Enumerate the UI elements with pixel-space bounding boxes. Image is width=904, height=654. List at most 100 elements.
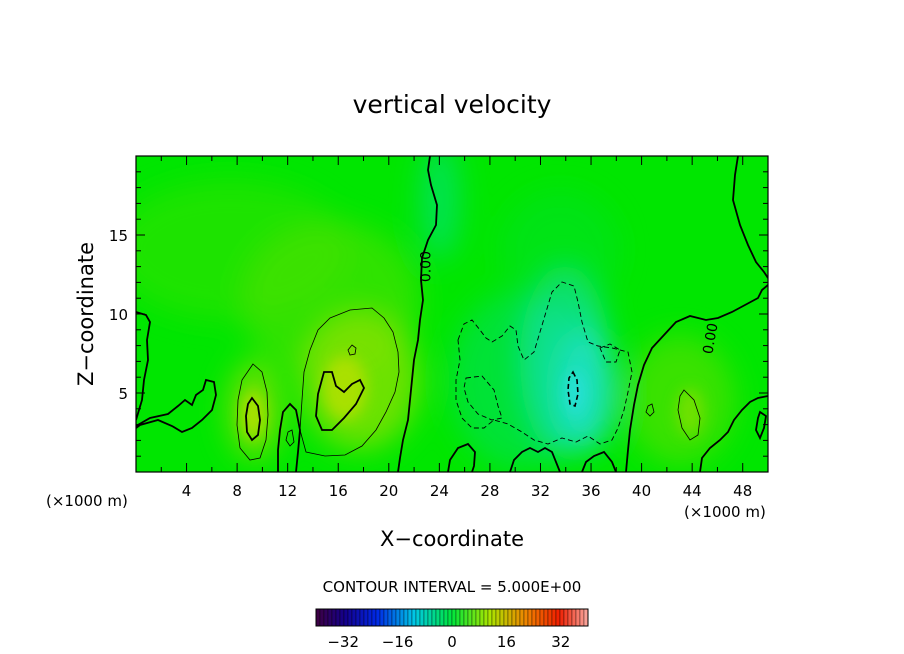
x-tick-label: 16 <box>329 482 348 500</box>
colorbar-segment <box>431 608 437 627</box>
colorbar-tick-label: −32 <box>327 633 359 651</box>
zero-contour-mid <box>397 156 438 472</box>
contour-label: 0.00 <box>419 251 435 282</box>
colorbar-segment <box>551 608 557 627</box>
colorbar-segment <box>467 608 473 627</box>
chart-title: vertical velocity <box>353 90 552 119</box>
negative-contour-inner <box>463 375 503 421</box>
x-axis-label: X−coordinate <box>380 527 524 551</box>
y-axis-label: Z−coordinate <box>74 242 98 386</box>
colorbar-segment <box>455 608 461 627</box>
colorbar-segment <box>379 608 385 627</box>
x-axis-ticks: 4 8 12 16 20 24 28 32 36 40 44 48 <box>160 156 752 500</box>
x-tick-label: 28 <box>480 482 499 500</box>
x-tick-label: 32 <box>531 482 550 500</box>
strong-contours <box>245 371 366 442</box>
colorbar-segment <box>567 608 573 627</box>
colorbar-segment <box>499 608 505 627</box>
colorbar-segment <box>407 608 413 627</box>
x-tick-label: 48 <box>733 482 752 500</box>
colorbar-segment <box>375 608 381 627</box>
positive-contour-tiny-low <box>285 429 295 447</box>
y-tick-label: 5 <box>118 385 128 403</box>
positive-contours <box>236 307 701 461</box>
colorbar-segment <box>507 608 513 627</box>
field-shading <box>136 156 735 470</box>
colorbar-segment <box>523 608 529 627</box>
colorbar-segment <box>519 608 525 627</box>
contour-interval-text: CONTOUR INTERVAL = 5.000E+00 <box>323 578 582 596</box>
negative-contours <box>455 281 633 445</box>
colorbar-segment <box>383 608 389 627</box>
plot-area: 0.00 0.00 <box>136 156 768 472</box>
colorbar-segment <box>443 608 449 627</box>
colorbar-segment <box>479 608 485 627</box>
colorbar-segment <box>391 608 397 627</box>
x-tick-label: 24 <box>430 482 449 500</box>
colorbar-segment <box>435 608 441 627</box>
colorbar-segment <box>395 608 401 627</box>
colorbar-segment <box>363 608 369 627</box>
positive-contour-small <box>347 344 357 356</box>
x-unit-right: (×1000 m) <box>684 503 766 521</box>
colorbar-segment <box>491 608 497 627</box>
colorbar-segment <box>579 608 585 627</box>
colorbar-tick-label: −16 <box>382 633 414 651</box>
colorbar-segment <box>403 608 409 627</box>
strong-contour-left <box>245 396 261 442</box>
x-tick-label: 36 <box>581 482 600 500</box>
colorbar-segment <box>571 608 577 627</box>
colorbar-segment <box>527 608 533 627</box>
colorbar-segment <box>483 608 489 627</box>
colorbar-segment <box>447 608 453 627</box>
colorbar-segment <box>351 608 357 627</box>
colorbar-segment <box>319 608 325 627</box>
y-tick-label: 10 <box>109 306 128 324</box>
colorbar-segment <box>531 608 537 627</box>
strong-negative-contour-core <box>567 370 579 408</box>
colorbar-ticks: −32 −16 0 16 32 <box>327 633 570 651</box>
colorbar-segment <box>475 608 481 627</box>
colorbar-tick-label: 0 <box>447 633 457 651</box>
colorbar-segment <box>575 608 581 627</box>
colorbar-segment <box>559 608 565 627</box>
colorbar-segment <box>459 608 465 627</box>
x-unit-left: (×1000 m) <box>46 492 128 510</box>
colorbar-segment <box>315 608 321 627</box>
colorbar-segment <box>503 608 509 627</box>
colorbar-segment <box>371 608 377 627</box>
colorbar-segment <box>547 608 553 627</box>
colorbar-segment <box>359 608 365 627</box>
colorbar-segment <box>339 608 345 627</box>
strong-negative-contour <box>567 370 579 408</box>
colorbar-segment <box>399 608 405 627</box>
zero-contour-right <box>625 156 768 472</box>
contour-labels: 0.00 0.00 <box>419 251 722 355</box>
colorbar-segment <box>487 608 493 627</box>
colorbar-segment <box>535 608 541 627</box>
colorbar <box>315 608 589 627</box>
colorbar-segment <box>343 608 349 627</box>
colorbar-segment <box>515 608 521 627</box>
colorbar-segment <box>583 608 589 627</box>
colorbar-segment <box>451 608 457 627</box>
colorbar-segment <box>463 608 469 627</box>
colorbar-segment <box>555 608 561 627</box>
zero-contour-bottom-1 <box>447 442 476 472</box>
colorbar-segment <box>543 608 549 627</box>
colorbar-segment <box>335 608 341 627</box>
positive-contour-tiny-right <box>645 403 655 417</box>
colorbar-segment <box>427 608 433 627</box>
colorbar-segment <box>323 608 329 627</box>
zero-contour-left <box>136 311 217 434</box>
colorbar-tick-label: 16 <box>497 633 516 651</box>
colorbar-segment <box>419 608 425 627</box>
colorbar-segment <box>511 608 517 627</box>
x-tick-label: 4 <box>182 482 192 500</box>
strong-contour-mid <box>315 371 366 431</box>
colorbar-segment <box>355 608 361 627</box>
positive-contour-outer-left <box>236 363 269 461</box>
colorbar-segment <box>439 608 445 627</box>
zero-contour-bottom-3 <box>581 450 617 472</box>
